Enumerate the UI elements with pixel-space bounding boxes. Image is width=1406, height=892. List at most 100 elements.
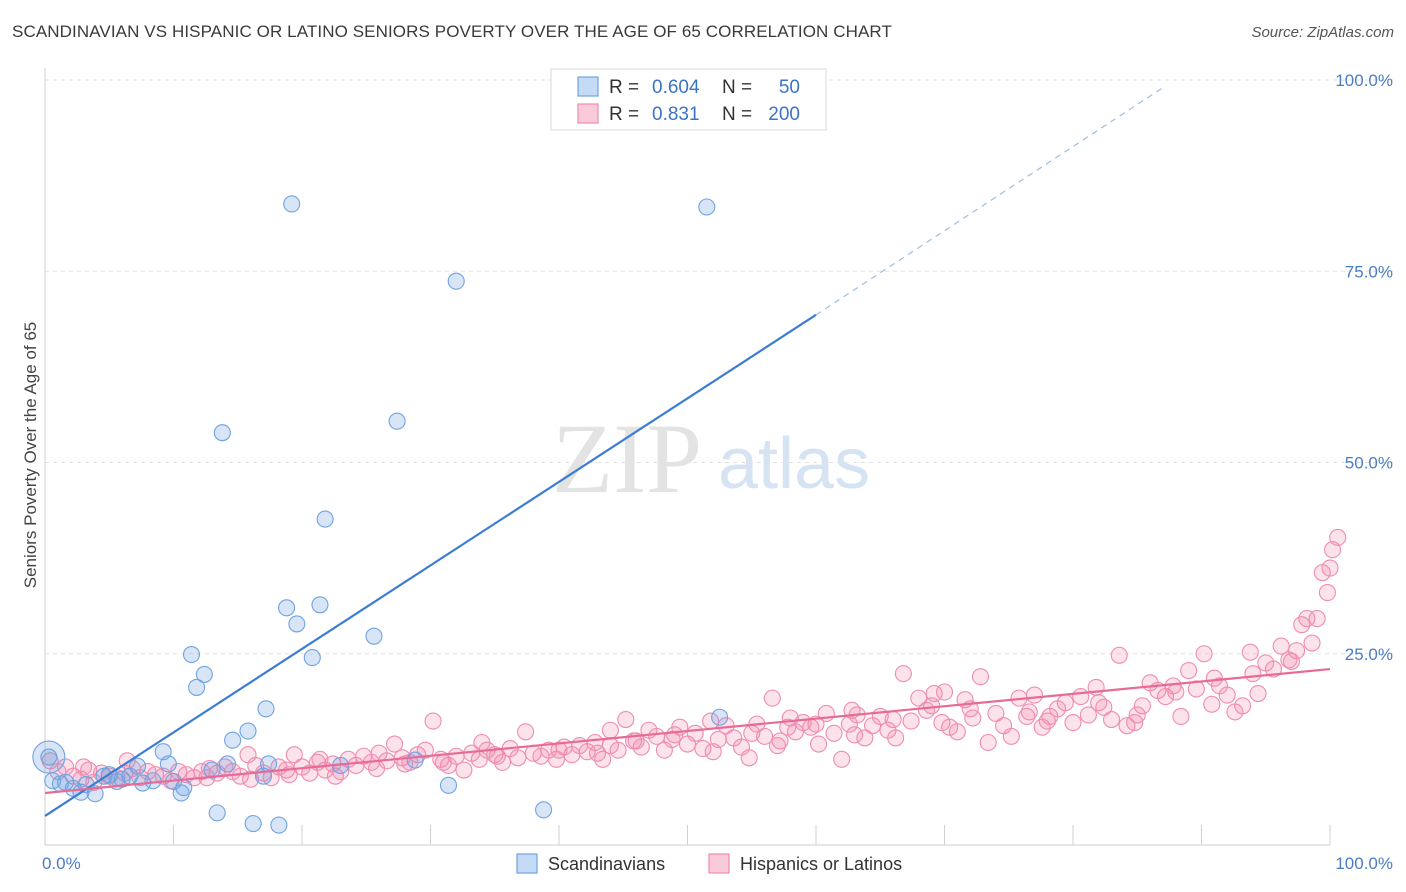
chart-title: SCANDINAVIAN VS HISPANIC OR LATINO SENIO… xyxy=(12,22,892,41)
hispanic-point xyxy=(1172,707,1190,726)
hispanic-point xyxy=(856,729,874,747)
hispanic-point xyxy=(242,770,260,788)
hispanic-point xyxy=(902,712,920,730)
hispanic-point xyxy=(416,741,434,759)
scandinavian-trend-line xyxy=(44,313,817,817)
hispanic-trend-line xyxy=(44,667,1331,795)
hispanic-point xyxy=(1282,652,1300,670)
hispanic-point xyxy=(396,755,414,773)
hispanic-point xyxy=(987,704,1005,722)
hispanic-point xyxy=(285,746,303,764)
legend-swatch-hispanics xyxy=(708,853,730,874)
hispanic-point xyxy=(884,710,902,729)
hispanic-point xyxy=(825,724,843,742)
hispanic-point xyxy=(1064,714,1082,732)
scandinavian-point xyxy=(439,776,458,794)
hispanic-point xyxy=(1079,706,1097,724)
legend-swatch-hispanics xyxy=(577,103,599,124)
hispanic-point xyxy=(1308,610,1326,628)
legend-r-value: 0.604 xyxy=(652,77,700,98)
watermark: ZIP atlas xyxy=(552,403,870,514)
hispanic-point xyxy=(617,710,635,729)
hispanic-point xyxy=(1072,688,1090,706)
hispanic-point xyxy=(771,732,789,750)
hispanic-point xyxy=(833,750,851,768)
scandinavian-point xyxy=(144,772,162,790)
hispanic-point xyxy=(509,749,527,767)
hispanic-point xyxy=(1244,665,1262,683)
scandinavian-point xyxy=(213,424,231,442)
scandinavian-point xyxy=(195,665,213,683)
hispanic-point xyxy=(935,683,954,701)
hispanic-point xyxy=(326,767,344,785)
scandinavian-point xyxy=(303,649,321,667)
hispanic-point xyxy=(1018,707,1036,726)
hispanic-point xyxy=(231,767,249,785)
scandinavian-point xyxy=(311,596,329,614)
hispanic-point xyxy=(473,733,491,752)
hispanic-point xyxy=(1025,686,1043,704)
scandinavian-point xyxy=(388,412,406,430)
hispanic-point xyxy=(1288,642,1306,660)
hispanic-point xyxy=(1133,697,1151,715)
scandinavian-point xyxy=(406,751,424,769)
hispanic-point xyxy=(1128,706,1146,724)
scandinavian-point xyxy=(278,599,296,617)
scandinavian-point xyxy=(182,645,201,664)
scandinavian-point xyxy=(698,198,716,216)
legend-n-value: 200 xyxy=(768,104,800,125)
hispanic-point xyxy=(1234,697,1252,715)
watermark-zip: ZIP xyxy=(552,403,702,514)
hispanic-point xyxy=(756,727,774,745)
hispanic-point xyxy=(1038,712,1056,730)
y-tick-label: 50.0% xyxy=(1345,454,1393,473)
scandinavian-point xyxy=(711,708,729,726)
data-points xyxy=(32,195,1347,834)
legend-label-hispanics: Hispanics or Latinos xyxy=(740,854,902,874)
scandinavian-point-large xyxy=(32,740,66,774)
hispanic-point xyxy=(1303,634,1321,652)
hispanic-point xyxy=(845,726,864,744)
hispanic-point xyxy=(807,715,825,733)
hispanic-point xyxy=(1203,695,1221,713)
hispanic-point xyxy=(1167,683,1185,701)
hispanic-point xyxy=(686,724,704,742)
scandinavian-point xyxy=(40,748,58,766)
hispanic-point xyxy=(550,741,568,759)
hispanic-point xyxy=(1195,645,1213,663)
hispanic-point xyxy=(1110,646,1128,664)
hispanic-point xyxy=(1056,694,1074,712)
axes: 25.0% 50.0% 75.0% 100.0% 0.0% 100.0% xyxy=(42,68,1393,873)
watermark-atlas: atlas xyxy=(718,424,870,504)
hispanic-point xyxy=(367,759,386,778)
scandinavian-point xyxy=(283,195,301,213)
hispanic-point xyxy=(1241,643,1259,661)
stats-legend: R = 0.604 N = 50 R = 0.831 N = 200 xyxy=(550,68,827,131)
hispanic-point xyxy=(1218,686,1236,704)
hispanic-point xyxy=(385,735,404,753)
grid-lines xyxy=(45,79,1393,655)
scandinavian-point xyxy=(257,700,275,718)
legend-n-value: 50 xyxy=(779,77,800,98)
scandinavian-point xyxy=(244,815,262,833)
y-axis-label: Seniors Poverty Over the Age of 65 xyxy=(21,322,40,588)
scandinavian-point xyxy=(188,678,206,696)
scandinavian-point xyxy=(86,785,104,803)
scandinavian-point xyxy=(218,755,237,773)
hispanic-point xyxy=(1318,583,1336,602)
hispanic-point xyxy=(763,689,781,707)
x-tick-label: 100.0% xyxy=(1335,854,1393,873)
hispanic-point xyxy=(704,743,722,761)
hispanic-point xyxy=(1205,669,1223,687)
hispanic-point xyxy=(910,689,928,707)
legend-swatch-scandinavians xyxy=(516,853,538,874)
hispanic-point xyxy=(1298,610,1316,628)
scandinavian-point xyxy=(316,510,334,528)
legend-swatch-scandinavians xyxy=(577,76,599,97)
hispanic-point xyxy=(894,665,912,683)
hispanic-point xyxy=(1180,662,1198,680)
scandinavian-point xyxy=(535,801,553,819)
hispanic-point xyxy=(1329,528,1347,547)
hispanic-point xyxy=(1103,710,1121,729)
